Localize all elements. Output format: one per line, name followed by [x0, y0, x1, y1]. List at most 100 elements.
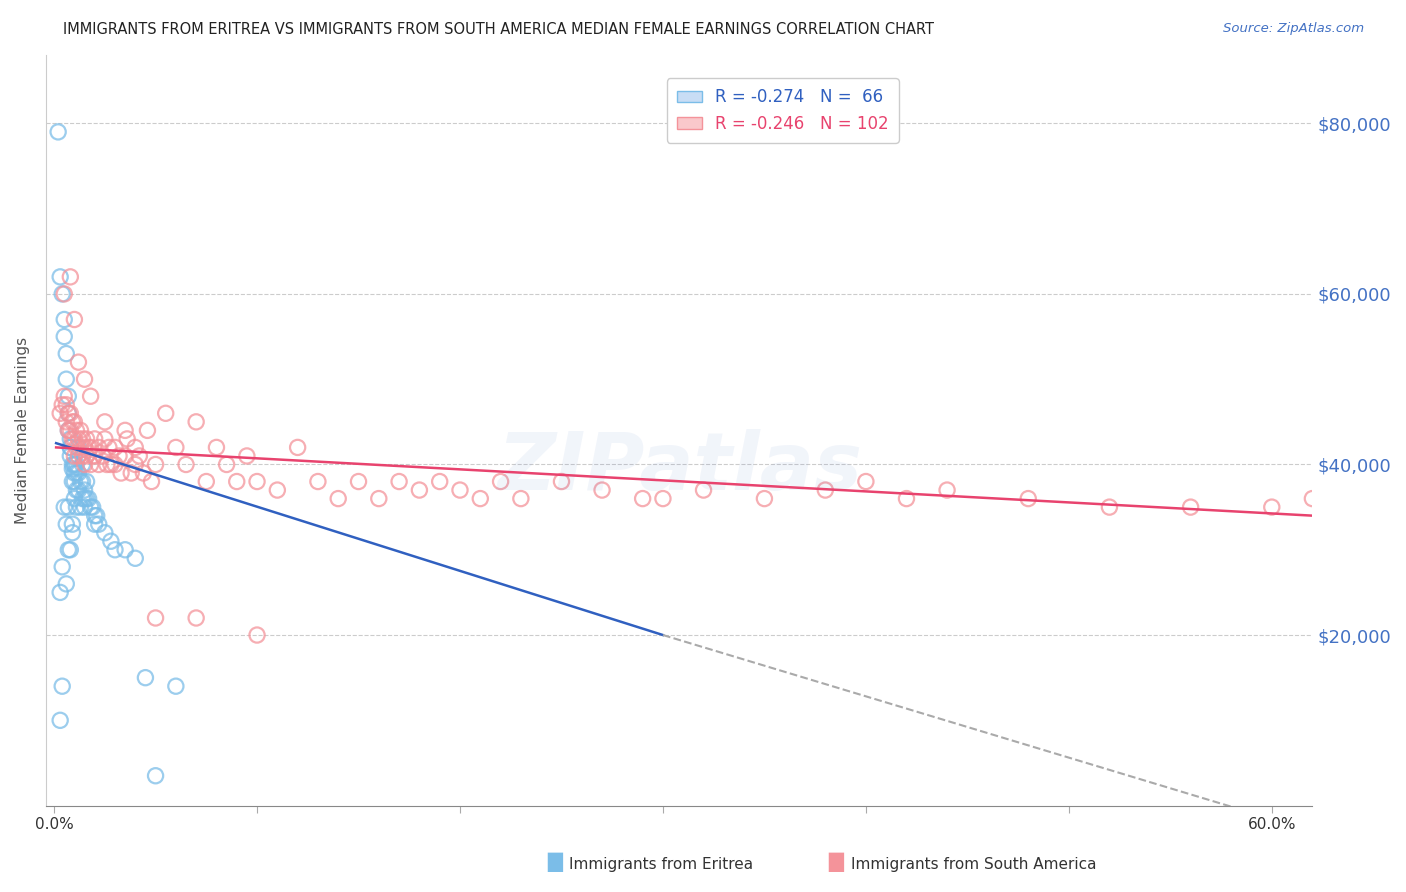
Point — [110, 466, 132, 480]
Point — [83, 508, 105, 523]
Point — [67, 483, 90, 497]
Point — [347, 475, 370, 489]
Point — [59, 441, 82, 455]
Point — [114, 542, 136, 557]
Point — [86, 508, 108, 523]
Point — [51, 398, 73, 412]
Point — [63, 312, 86, 326]
Point — [429, 475, 451, 489]
Point — [195, 475, 218, 489]
Point — [236, 449, 259, 463]
Point — [388, 475, 411, 489]
Point — [63, 491, 86, 506]
Point — [814, 483, 837, 497]
Point — [76, 432, 98, 446]
Point — [896, 491, 918, 506]
Point — [65, 483, 87, 497]
Point — [58, 423, 80, 437]
Point — [55, 577, 77, 591]
Point — [408, 483, 430, 497]
Point — [73, 441, 96, 455]
Point — [936, 483, 959, 497]
Point — [215, 458, 238, 472]
Point — [53, 389, 76, 403]
Point — [470, 491, 492, 506]
Point — [72, 449, 94, 463]
Point — [1261, 500, 1284, 515]
Point — [489, 475, 512, 489]
Point — [855, 475, 877, 489]
Point — [83, 432, 105, 446]
Point — [754, 491, 776, 506]
Point — [76, 475, 98, 489]
Point — [55, 415, 77, 429]
Point — [134, 671, 156, 685]
Point — [65, 458, 87, 472]
Point — [328, 491, 350, 506]
Point — [72, 491, 94, 506]
Point — [114, 449, 136, 463]
Point — [246, 628, 269, 642]
Point — [49, 585, 72, 599]
Point — [55, 372, 77, 386]
Point — [69, 441, 91, 455]
Point — [72, 458, 94, 472]
Point — [94, 525, 117, 540]
Point — [266, 483, 288, 497]
Point — [67, 432, 90, 446]
Point — [49, 406, 72, 420]
Point — [79, 441, 101, 455]
Point — [67, 441, 90, 455]
Point — [55, 346, 77, 360]
Point — [59, 432, 82, 446]
Point — [73, 491, 96, 506]
Point — [108, 449, 131, 463]
Point — [60, 461, 83, 475]
Point — [69, 423, 91, 437]
Point — [94, 415, 117, 429]
Text: ZIPatlas: ZIPatlas — [496, 429, 862, 507]
Point — [287, 441, 309, 455]
Point — [53, 287, 76, 301]
Point — [186, 611, 208, 625]
Point — [79, 389, 101, 403]
Text: Immigrants from South America: Immigrants from South America — [851, 857, 1097, 872]
Point — [58, 406, 80, 420]
Point — [63, 466, 86, 480]
Point — [115, 432, 138, 446]
Point — [94, 432, 117, 446]
Point — [46, 125, 69, 139]
Point — [65, 500, 87, 515]
Point — [1098, 500, 1121, 515]
Point — [59, 449, 82, 463]
Point — [72, 432, 94, 446]
Point — [72, 475, 94, 489]
Point — [591, 483, 613, 497]
Point — [73, 372, 96, 386]
Point — [49, 714, 72, 728]
Point — [550, 475, 572, 489]
Point — [124, 441, 146, 455]
Point — [509, 491, 531, 506]
Point — [59, 269, 82, 284]
Point — [60, 432, 83, 446]
Point — [51, 679, 73, 693]
Text: █: █ — [547, 853, 562, 872]
Point — [53, 312, 76, 326]
Point — [58, 389, 80, 403]
Point — [65, 423, 87, 437]
Point — [141, 475, 163, 489]
Point — [128, 449, 150, 463]
Point — [631, 491, 654, 506]
Point — [145, 458, 167, 472]
Point — [69, 475, 91, 489]
Point — [63, 449, 86, 463]
Point — [60, 517, 83, 532]
Text: Immigrants from Eritrea: Immigrants from Eritrea — [569, 857, 754, 872]
Point — [82, 449, 104, 463]
Point — [59, 406, 82, 420]
Point — [51, 287, 73, 301]
Point — [104, 458, 127, 472]
Point — [104, 542, 127, 557]
Point — [97, 441, 120, 455]
